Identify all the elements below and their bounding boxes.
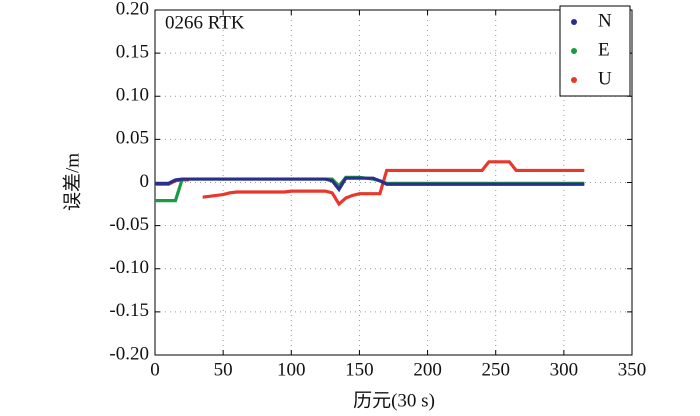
- x-tick-label: 350: [618, 359, 647, 380]
- series-line: [155, 175, 585, 203]
- y-tick-label: 0.20: [116, 0, 149, 19]
- y-tick-label: -0.15: [109, 300, 149, 321]
- y-tick-label: -0.20: [109, 343, 149, 364]
- x-tick-label: 150: [345, 359, 374, 380]
- y-tick-label: -0.10: [109, 257, 149, 278]
- legend-label: E: [598, 39, 610, 60]
- legend-marker: [571, 77, 577, 83]
- x-axis-label: 历元(30 s): [353, 390, 435, 411]
- legend-label: U: [598, 68, 612, 89]
- y-tick-label: 0: [140, 171, 150, 192]
- y-tick-label: 0.10: [116, 85, 149, 106]
- series-line: [155, 176, 585, 193]
- legend-marker: [571, 19, 577, 25]
- legend-marker: [571, 48, 577, 54]
- x-tick-label: 0: [150, 359, 160, 380]
- y-tick-label: 0.15: [116, 41, 149, 62]
- legend-label: N: [598, 10, 612, 31]
- annotation: 0266 RTK: [165, 12, 245, 33]
- y-tick-label: 0.05: [116, 128, 149, 149]
- x-tick-label: 200: [413, 359, 442, 380]
- y-axis-label: 误差/m: [61, 153, 83, 211]
- x-tick-label: 50: [214, 359, 233, 380]
- y-tick-label: -0.05: [109, 214, 149, 235]
- x-tick-label: 300: [550, 359, 579, 380]
- x-tick-label: 100: [277, 359, 306, 380]
- x-tick-label: 250: [481, 359, 510, 380]
- legend-box: [559, 5, 631, 97]
